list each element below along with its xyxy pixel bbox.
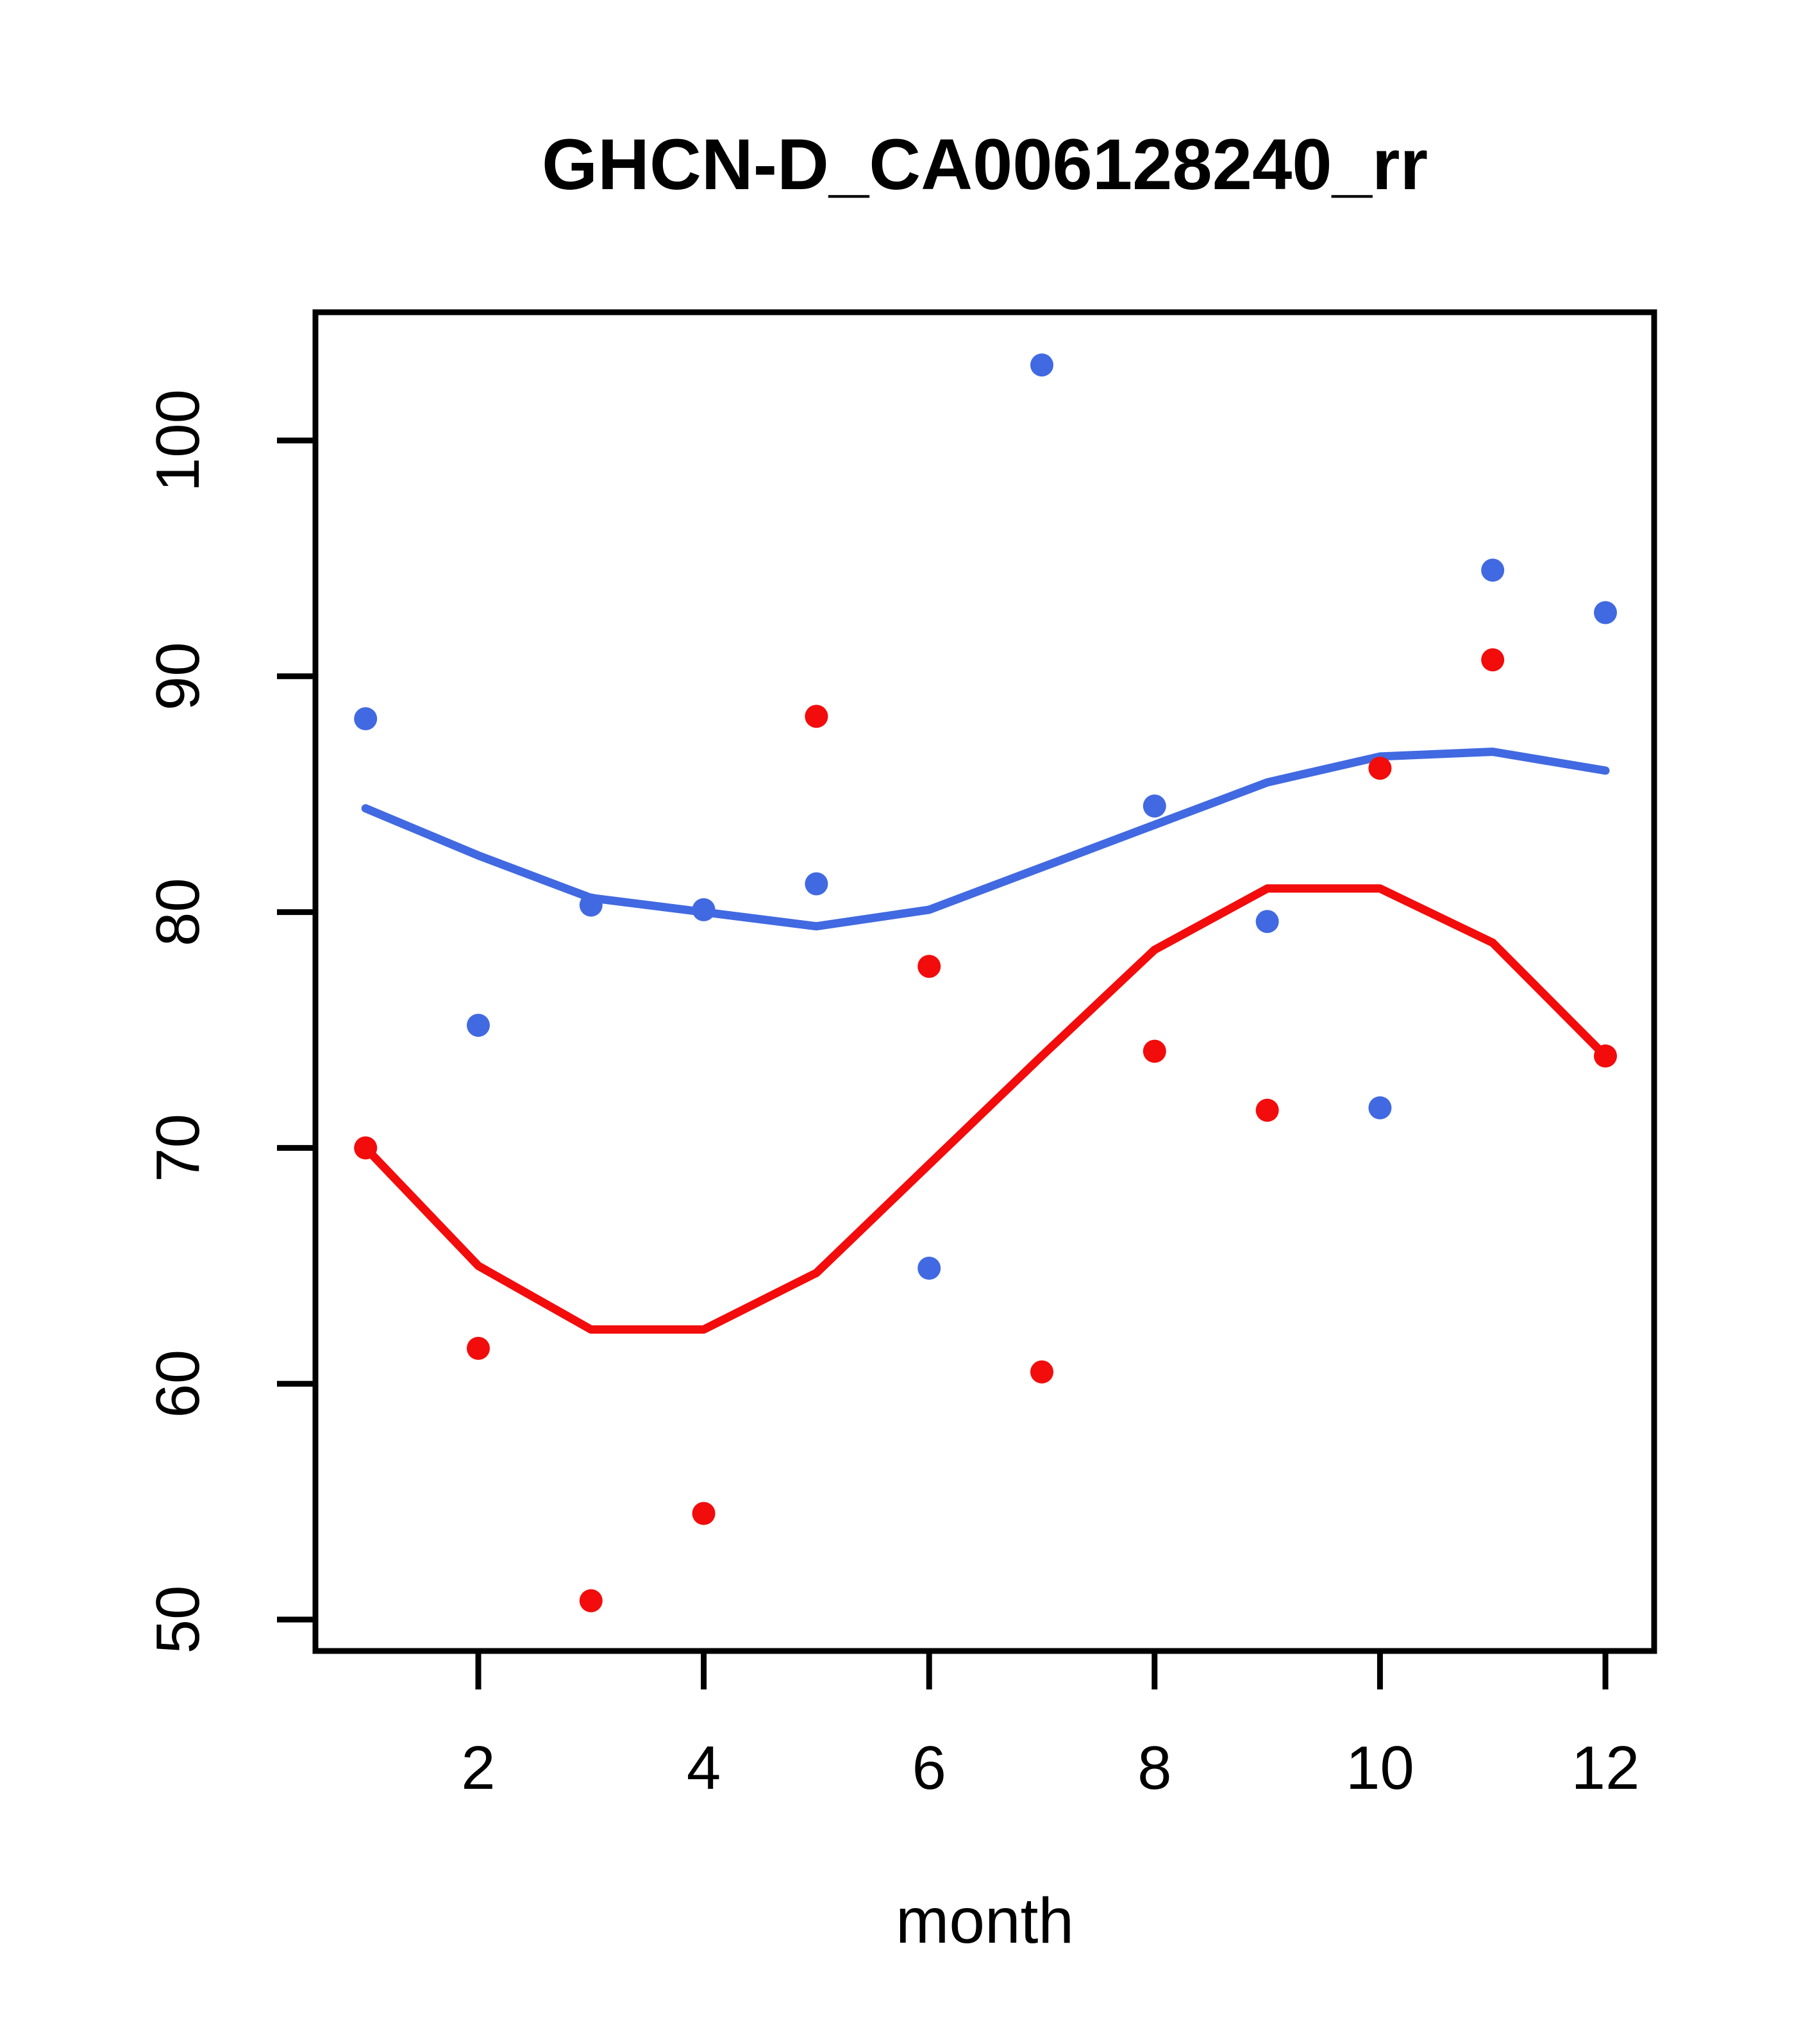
blue-observations-point-m12 bbox=[1594, 601, 1617, 624]
y-tick-label: 90 bbox=[144, 642, 212, 710]
red-observations-point-m2 bbox=[467, 1337, 490, 1360]
x-tick-label: 12 bbox=[1571, 1734, 1640, 1802]
series-blue-observations bbox=[354, 353, 1617, 1280]
y-tick-label: 80 bbox=[144, 878, 212, 946]
x-axis: 2 4 6 8 10 12 bbox=[461, 1651, 1639, 1802]
chart-title: GHCN-D_CA006128240_rr bbox=[542, 124, 1428, 205]
y-tick-label: 70 bbox=[144, 1114, 212, 1182]
blue-observations-point-m6 bbox=[917, 1257, 941, 1280]
blue-lowess-fit-path bbox=[361, 748, 1610, 931]
series-red-observations bbox=[354, 648, 1617, 1613]
series-red-lowess-fit bbox=[361, 884, 1610, 1334]
red-observations-point-m5 bbox=[805, 705, 828, 728]
red-observations-point-m8 bbox=[1143, 1039, 1166, 1063]
blue-observations-point-m5 bbox=[805, 872, 828, 896]
blue-observations-point-m7 bbox=[1030, 353, 1053, 377]
red-lowess-fit-path bbox=[361, 884, 1610, 1334]
x-tick-label: 8 bbox=[1137, 1734, 1171, 1802]
blue-observations-point-m1 bbox=[354, 707, 378, 730]
y-tick-label: 50 bbox=[144, 1586, 212, 1654]
blue-observations-point-m10 bbox=[1368, 1096, 1392, 1119]
y-axis: 50 60 70 80 90 100 bbox=[144, 389, 315, 1654]
x-tick-label: 10 bbox=[1346, 1734, 1414, 1802]
blue-observations-point-m9 bbox=[1255, 910, 1279, 934]
red-observations-point-m9 bbox=[1255, 1098, 1279, 1122]
red-observations-point-m6 bbox=[917, 955, 941, 978]
y-tick-label: 100 bbox=[144, 389, 212, 492]
x-tick-label: 4 bbox=[687, 1734, 721, 1802]
series-layer bbox=[354, 353, 1617, 1613]
x-tick-label: 2 bbox=[461, 1734, 495, 1802]
red-observations-point-m7 bbox=[1030, 1360, 1053, 1384]
y-tick-label: 60 bbox=[144, 1350, 212, 1418]
red-observations-point-m3 bbox=[579, 1589, 603, 1613]
red-observations-point-m10 bbox=[1368, 757, 1392, 780]
x-tick-label: 6 bbox=[912, 1734, 946, 1802]
blue-observations-point-m8 bbox=[1143, 794, 1166, 818]
blue-observations-point-m2 bbox=[467, 1014, 490, 1037]
x-axis-label: month bbox=[896, 1885, 1074, 1957]
red-observations-point-m4 bbox=[692, 1502, 716, 1525]
plot-border bbox=[312, 309, 1657, 1654]
blue-observations-point-m11 bbox=[1481, 558, 1505, 582]
red-observations-point-m11 bbox=[1481, 648, 1505, 672]
series-blue-lowess-fit bbox=[361, 748, 1610, 931]
